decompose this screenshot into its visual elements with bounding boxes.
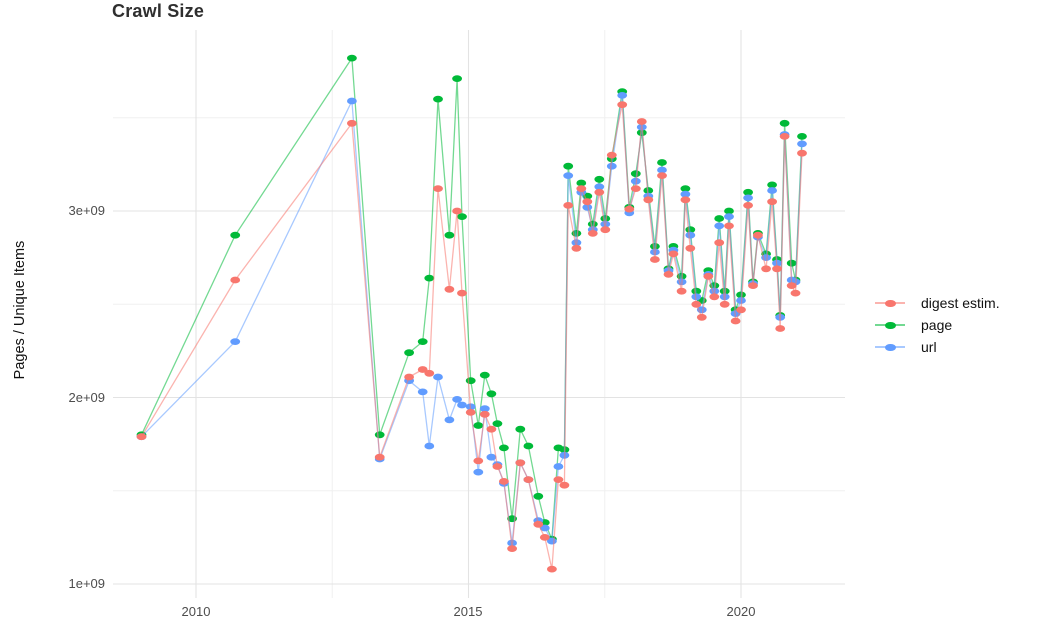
legend-key-url-icon	[875, 340, 905, 354]
x-tick-label-2010: 2010	[181, 604, 211, 619]
legend-item-page: page	[875, 314, 1000, 336]
x-tick-label-2015: 2015	[453, 604, 483, 619]
legend-label-url: url	[921, 339, 937, 355]
legend: digest estim. page url	[875, 292, 1000, 358]
y-axis-title: Pages / Unique Items	[12, 240, 28, 380]
legend-label-digest: digest estim.	[921, 295, 1000, 311]
chart-title: Crawl Size	[112, 1, 205, 21]
legend-key-page-icon	[875, 318, 905, 332]
legend-label-page: page	[921, 317, 953, 333]
legend-item-digest: digest estim.	[875, 292, 1000, 314]
y-tick-label-3e09: 3e+09	[68, 203, 105, 218]
legend-item-url: url	[875, 336, 1000, 358]
y-tick-label-1e09: 1e+09	[68, 576, 105, 591]
x-tick-label-2020: 2020	[726, 604, 756, 619]
legend-key-digest-icon	[875, 296, 905, 310]
y-tick-label-2e09: 2e+09	[68, 390, 105, 405]
